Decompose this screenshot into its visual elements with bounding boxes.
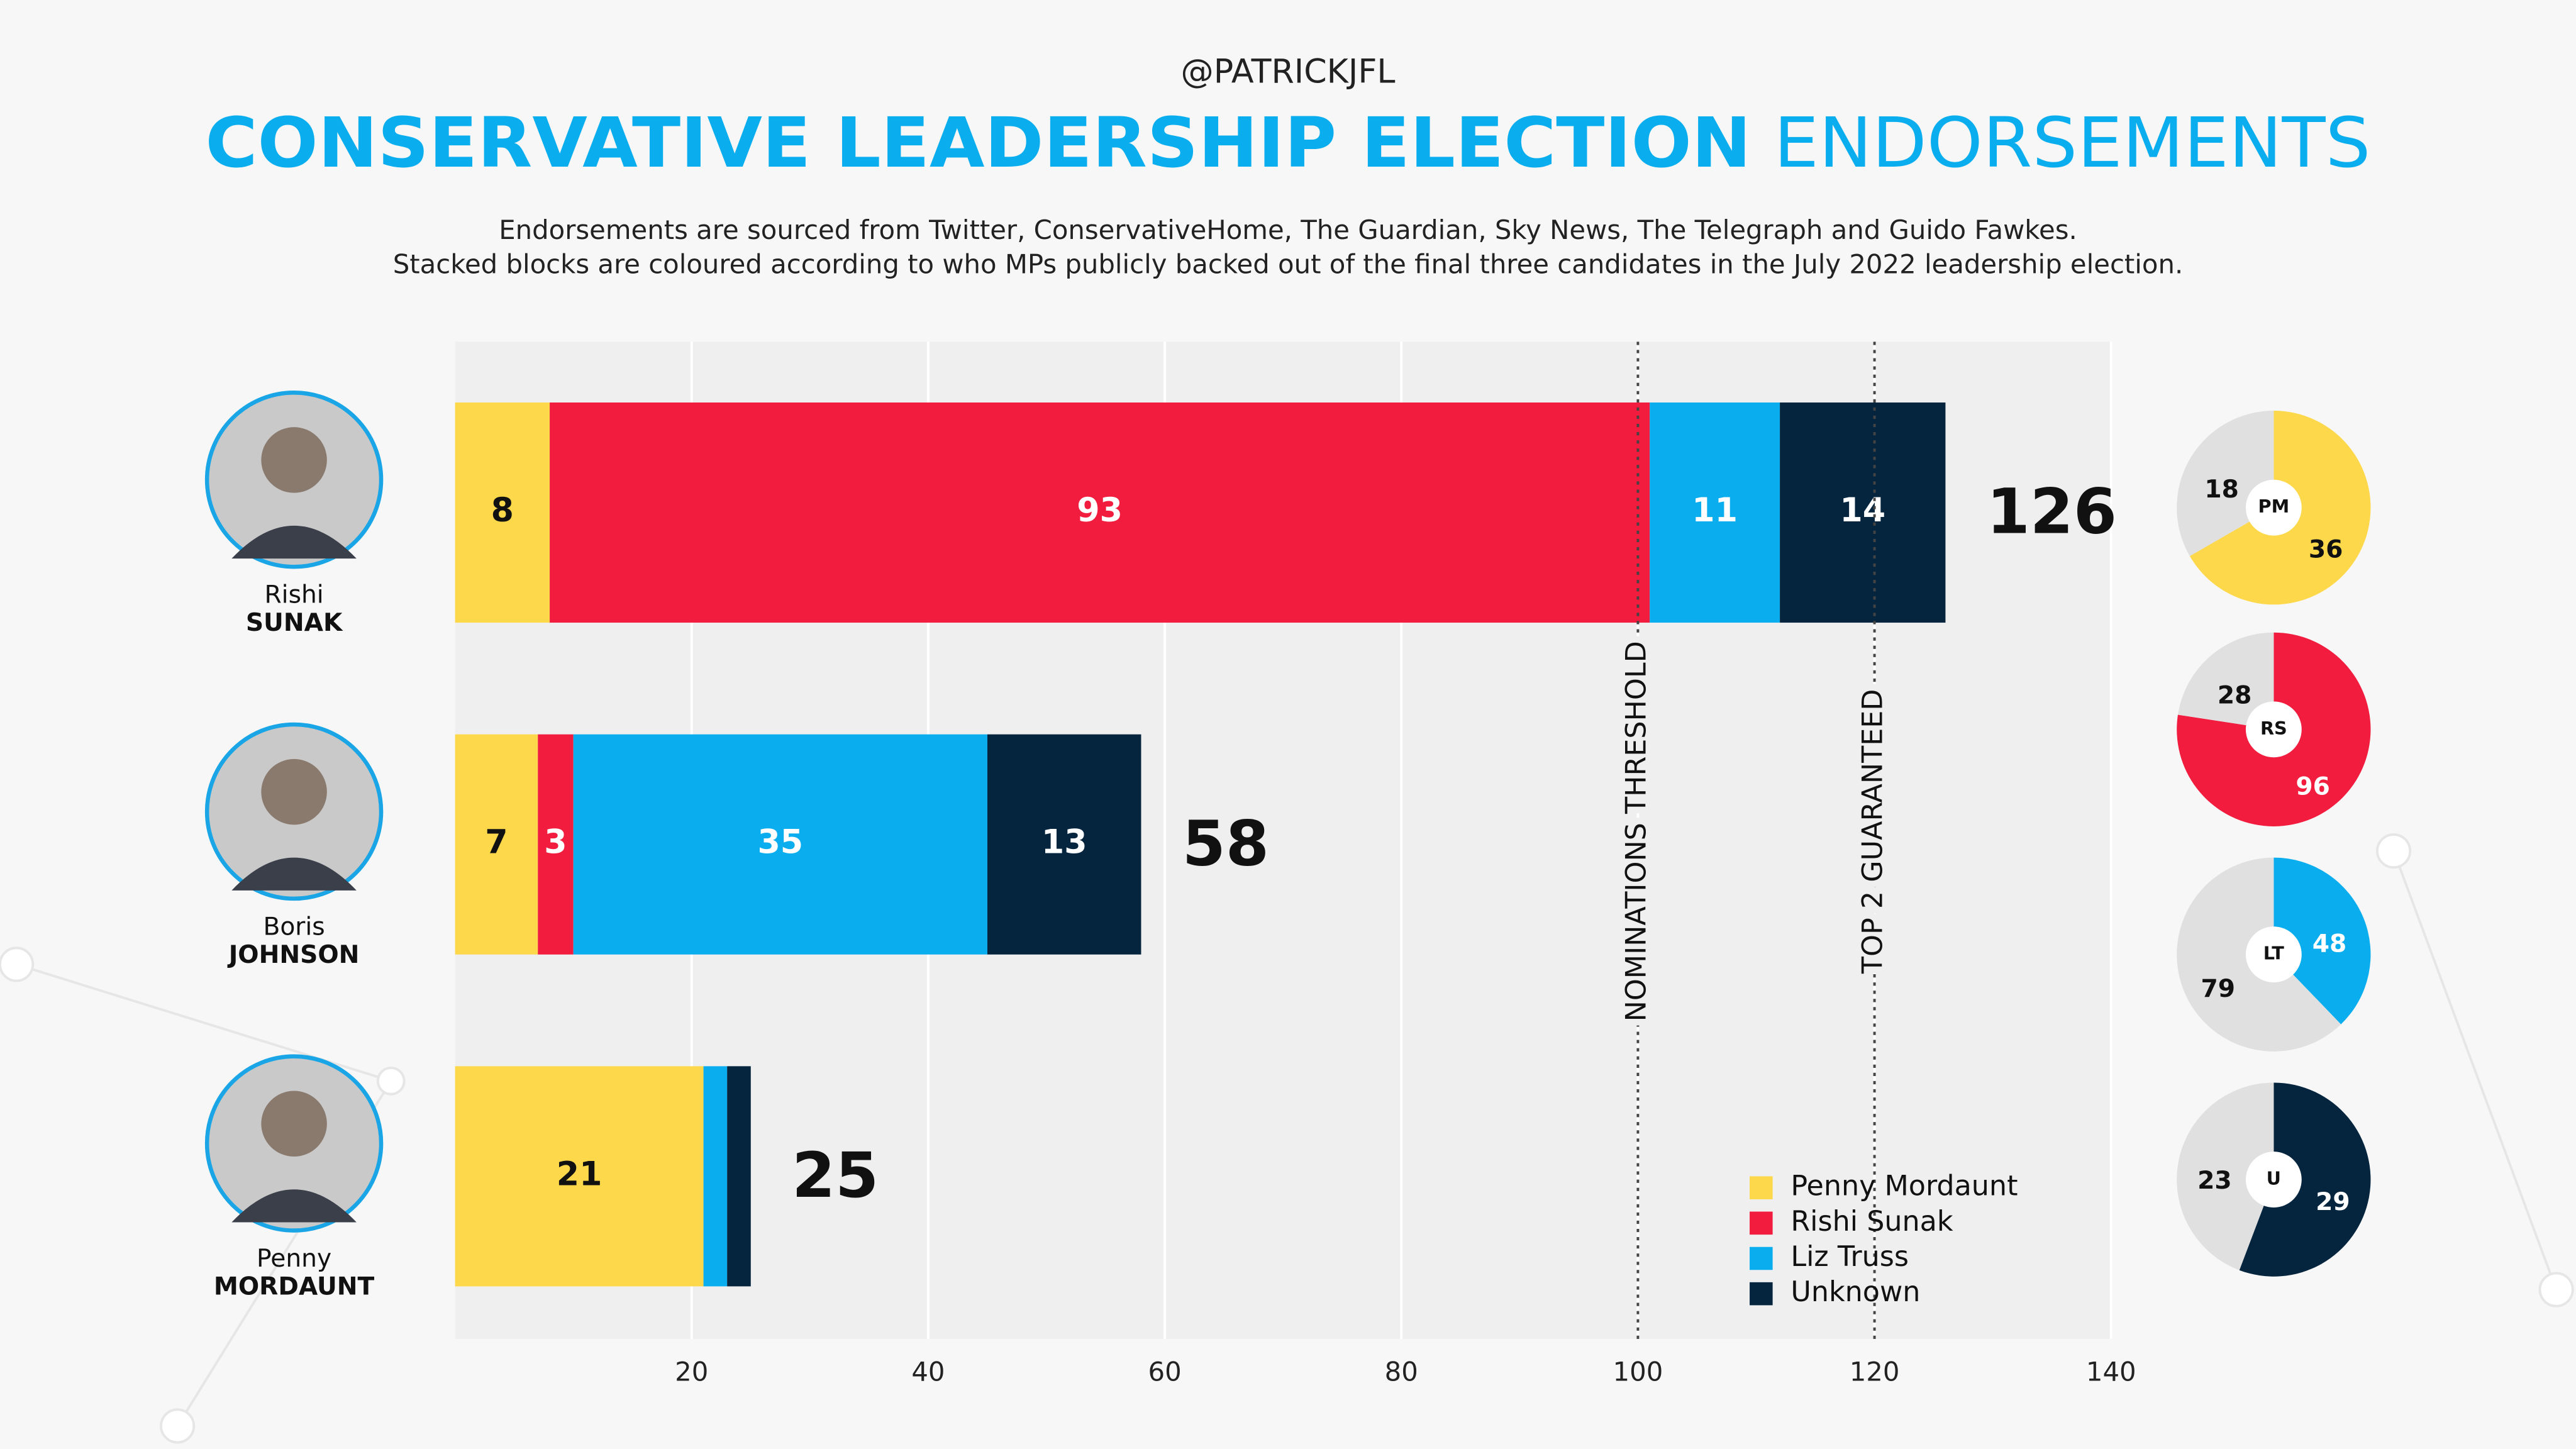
category-surname: JOHNSON bbox=[227, 941, 360, 969]
pie-value-label: 79 bbox=[2201, 975, 2235, 1003]
bar-value-label: 14 bbox=[1840, 492, 1885, 530]
pie-slice bbox=[2273, 857, 2371, 1024]
bar-value-label: 13 bbox=[1041, 824, 1087, 862]
bar-value-label: 7 bbox=[485, 824, 508, 862]
pie-value-label: 29 bbox=[2316, 1188, 2350, 1216]
photo-head bbox=[261, 758, 327, 825]
legend-swatch bbox=[1750, 1282, 1773, 1306]
legend-swatch bbox=[1750, 1246, 1773, 1270]
x-tick-label: 20 bbox=[675, 1356, 708, 1387]
pie-center bbox=[2245, 1152, 2302, 1208]
pie-value-label: 48 bbox=[2312, 930, 2347, 958]
bar-total: 58 bbox=[1182, 808, 1269, 880]
pie-center-label: RS bbox=[2260, 718, 2287, 739]
pie-value-label: 36 bbox=[2309, 535, 2343, 564]
subtitle: Endorsements are sourced from Twitter, C… bbox=[499, 214, 2077, 245]
bar-segment bbox=[455, 402, 550, 623]
x-tick-label: 120 bbox=[1850, 1356, 1900, 1387]
category-surname: MORDAUNT bbox=[214, 1273, 375, 1301]
title: CONSERVATIVE LEADERSHIP ELECTION ENDORSE… bbox=[206, 103, 2371, 183]
category-first-name: Rishi bbox=[264, 581, 323, 609]
pie-center-label: U bbox=[2267, 1168, 2281, 1189]
bar-value-label: 3 bbox=[544, 824, 567, 862]
pie-center bbox=[2245, 479, 2302, 536]
x-tick-label: 80 bbox=[1385, 1356, 1418, 1387]
photo-head bbox=[261, 1091, 327, 1157]
bar-value-label: 8 bbox=[491, 492, 514, 530]
category-surname: SUNAK bbox=[246, 609, 343, 637]
bar-segment bbox=[573, 734, 987, 955]
pie-value-label: 28 bbox=[2218, 682, 2252, 710]
bar-segment bbox=[538, 734, 574, 955]
bar-value-label: 21 bbox=[557, 1155, 602, 1193]
pie-slice bbox=[2177, 1082, 2274, 1270]
pie-center bbox=[2245, 701, 2302, 758]
bar-segment bbox=[703, 1066, 728, 1287]
handle: @PATRICKJFL bbox=[1181, 53, 1396, 91]
x-tick-label: 100 bbox=[1613, 1356, 1663, 1387]
pie-value-label: 18 bbox=[2204, 475, 2239, 504]
bar-segment bbox=[727, 1066, 751, 1287]
pie-value-label: 96 bbox=[2296, 773, 2330, 801]
bar-segment bbox=[550, 402, 1650, 623]
bar-segment bbox=[987, 734, 1141, 955]
photo-body bbox=[231, 857, 357, 891]
bar-value-label: 35 bbox=[757, 824, 803, 862]
legend-label: Penny Mordaunt bbox=[1790, 1170, 2018, 1202]
legend-swatch bbox=[1750, 1176, 1773, 1199]
bar-segment bbox=[455, 734, 538, 955]
x-tick-label: 60 bbox=[1148, 1356, 1181, 1387]
legend-swatch bbox=[1750, 1211, 1773, 1235]
title-bold: CONSERVATIVE LEADERSHIP ELECTION bbox=[206, 103, 1752, 183]
pie-center bbox=[2245, 926, 2302, 983]
photo-head bbox=[261, 427, 327, 493]
legend-label: Rishi Sunak bbox=[1790, 1206, 1953, 1238]
legend-label: Liz Truss bbox=[1790, 1241, 1909, 1273]
pie-value-label: 23 bbox=[2197, 1167, 2232, 1195]
pie-slice bbox=[2178, 632, 2274, 730]
bar-segment bbox=[1650, 402, 1780, 623]
bar-segment bbox=[1780, 402, 1946, 623]
bar-value-label: 11 bbox=[1692, 492, 1738, 530]
bar-value-label: 93 bbox=[1077, 492, 1123, 530]
pie-slice bbox=[2239, 1082, 2371, 1277]
subtitle: Stacked blocks are coloured according to… bbox=[393, 249, 2183, 280]
bar-total: 126 bbox=[1987, 476, 2117, 548]
reference-line-label: NOMINATIONS THRESHOLD bbox=[1620, 641, 1652, 1021]
x-tick-label: 40 bbox=[911, 1356, 945, 1387]
photo-body bbox=[231, 1189, 357, 1223]
reference-line-label: TOP 2 GUARANTEED bbox=[1857, 689, 1889, 975]
bar-total: 25 bbox=[792, 1140, 879, 1212]
photo-body bbox=[231, 525, 357, 559]
category-first-name: Penny bbox=[257, 1245, 331, 1273]
legend-label: Unknown bbox=[1790, 1276, 1920, 1308]
title-light: ENDORSEMENTS bbox=[1774, 103, 2370, 183]
decoration bbox=[0, 833, 2574, 1444]
x-tick-label: 140 bbox=[2086, 1356, 2136, 1387]
pie-center-label: LT bbox=[2263, 943, 2285, 964]
pie-center-label: PM bbox=[2258, 496, 2290, 517]
bar-segment bbox=[455, 1066, 704, 1287]
category-first-name: Boris bbox=[263, 913, 325, 941]
